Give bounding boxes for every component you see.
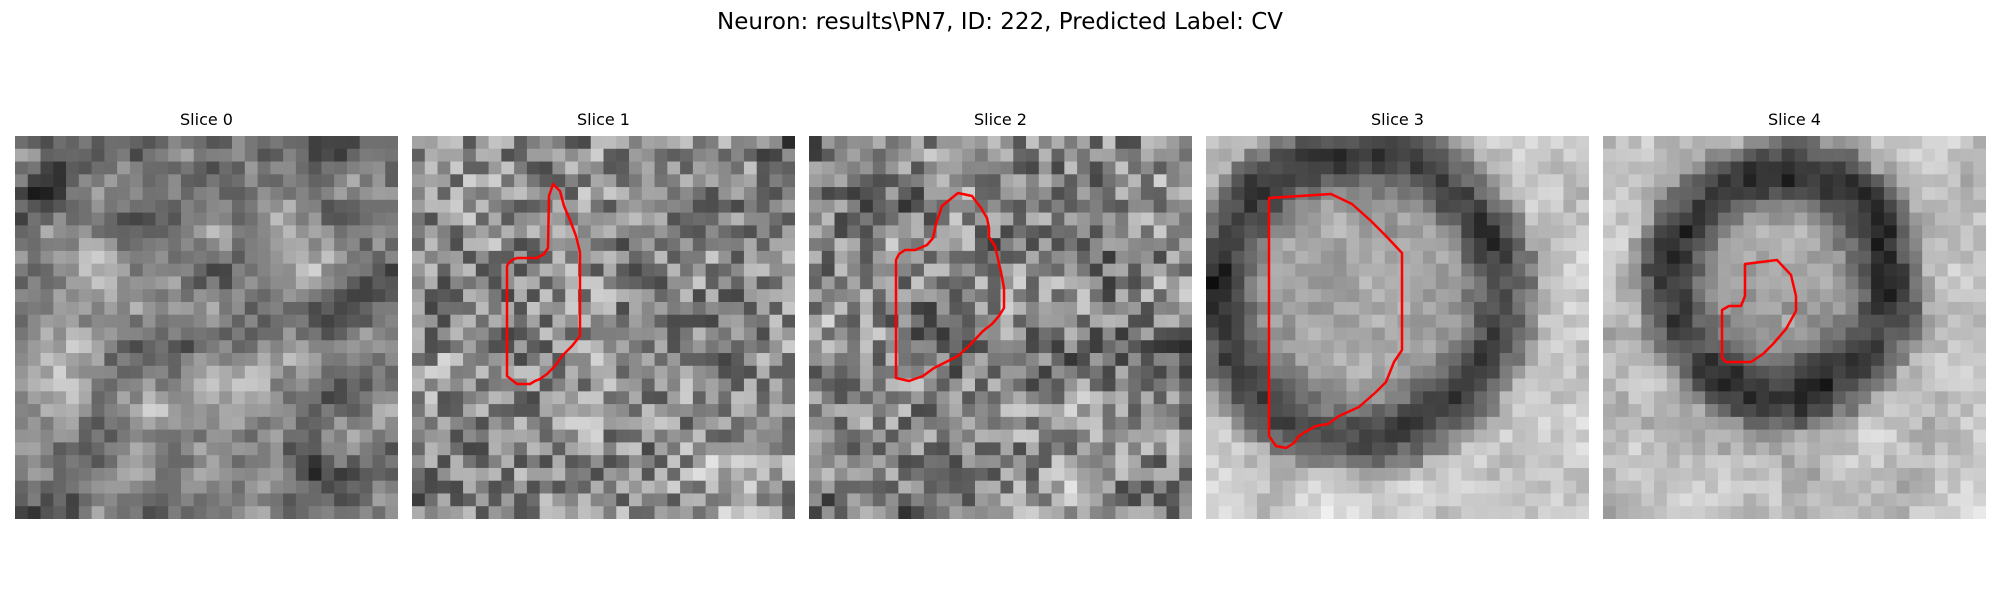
slice-panel-1: Slice 1 xyxy=(412,108,795,519)
pixel-grid xyxy=(1603,136,1986,519)
slice-image xyxy=(1603,136,1986,519)
slice-panel-0: Slice 0 xyxy=(15,108,398,519)
figure-title: Neuron: results\PN7, ID: 222, Predicted … xyxy=(717,9,1283,35)
slice-image xyxy=(15,136,398,519)
pixel-grid xyxy=(1206,136,1589,519)
pixel-grid xyxy=(809,136,1192,519)
pixel-grid xyxy=(412,136,795,519)
pixel-grid xyxy=(15,136,398,519)
slice-image xyxy=(412,136,795,519)
slice-title: Slice 3 xyxy=(1371,110,1424,129)
segmentation-contour xyxy=(894,191,1006,383)
slice-image xyxy=(1206,136,1589,519)
slice-title: Slice 4 xyxy=(1768,110,1821,129)
slice-panel-4: Slice 4 xyxy=(1603,108,1986,519)
slice-title: Slice 1 xyxy=(577,110,630,129)
slice-title: Slice 0 xyxy=(180,110,233,129)
slice-panel-2: Slice 2 xyxy=(809,108,1192,519)
slice-image xyxy=(809,136,1192,519)
slice-title: Slice 2 xyxy=(974,110,1027,129)
segmentation-contour xyxy=(1720,258,1798,364)
slice-panel-3: Slice 3 xyxy=(1206,108,1589,519)
segmentation-contour xyxy=(1267,192,1404,450)
segmentation-contour xyxy=(505,182,582,386)
